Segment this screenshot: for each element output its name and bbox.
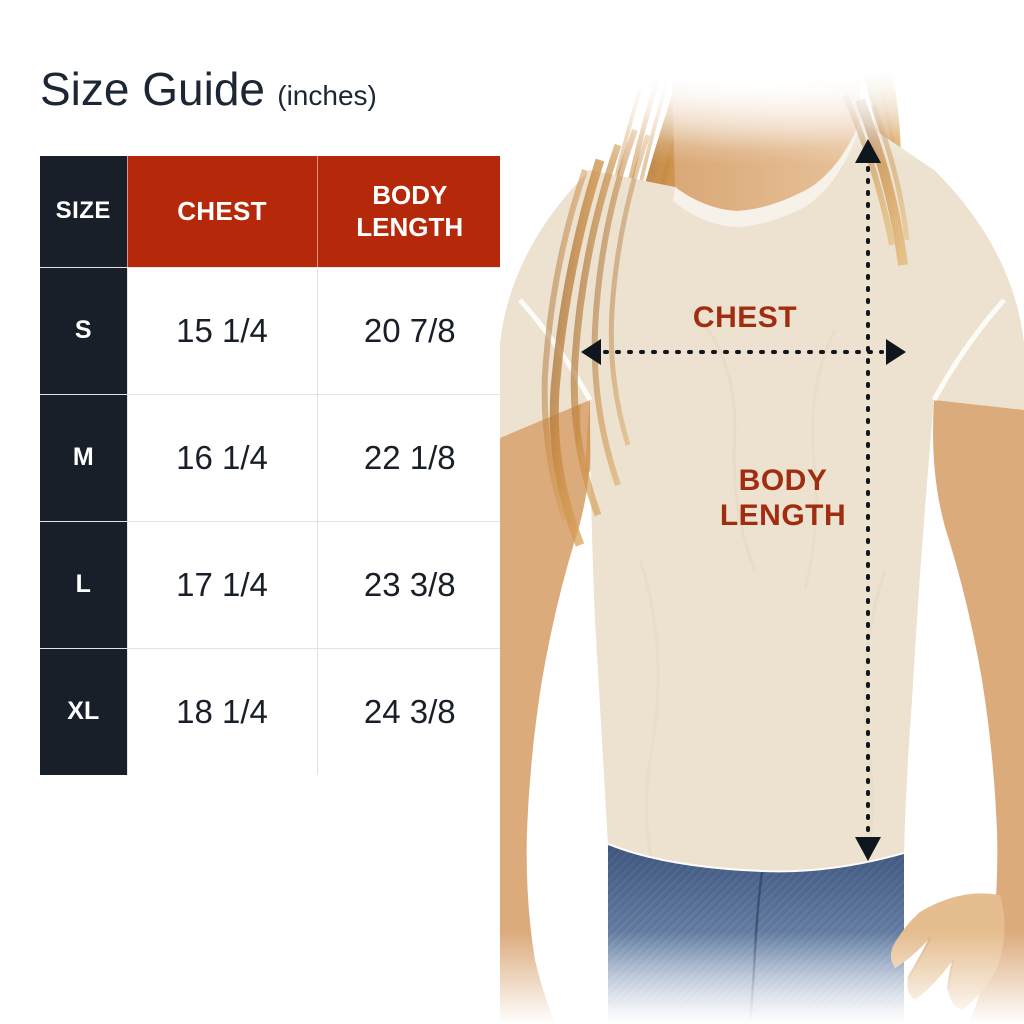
- svg-text:LENGTH: LENGTH: [720, 499, 846, 532]
- svg-text:CHEST: CHEST: [693, 301, 797, 334]
- svg-text:BODY: BODY: [739, 464, 828, 497]
